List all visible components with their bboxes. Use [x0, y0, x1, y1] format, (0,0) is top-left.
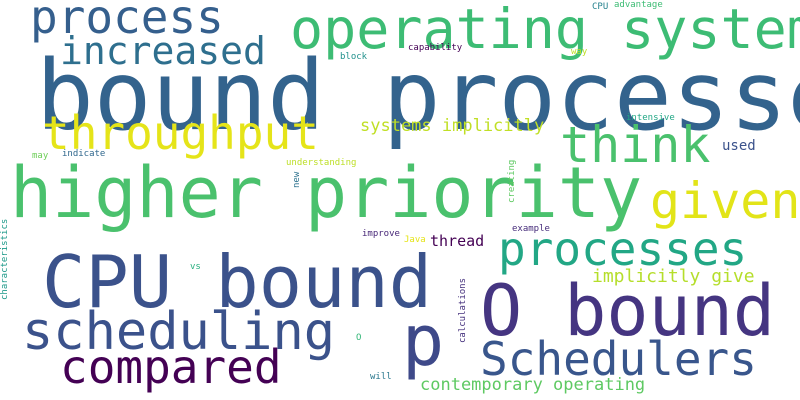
word-throughput: throughput: [42, 106, 319, 160]
word-schedulers: Schedulers: [480, 332, 757, 386]
word-given: given: [650, 172, 800, 230]
word-block: block: [340, 52, 368, 62]
word-used: used: [722, 138, 756, 154]
word-higher-priority: higher priority: [10, 152, 643, 234]
word-process: process: [30, 0, 224, 44]
word-systems-implicitly: systems implicitly: [360, 116, 545, 136]
word-will: will: [370, 372, 392, 382]
word-improve: improve: [362, 229, 400, 239]
word-contemporary-operating: contemporary operating: [420, 375, 646, 395]
word-bound-processes: bound processes: [36, 40, 800, 152]
word-cpu-bound: CPU bound: [42, 240, 433, 324]
word-advantage: advantage: [614, 0, 663, 10]
word-compared: compared: [60, 340, 282, 394]
word-way: way: [571, 47, 588, 57]
word-calculations: calculations: [458, 277, 468, 343]
word-creating: creating: [507, 159, 517, 203]
word-cpu: CPU: [592, 2, 609, 12]
word-indicate: indicate: [62, 149, 106, 159]
word-increased: increased: [60, 29, 266, 73]
word-thread: thread: [430, 232, 485, 250]
word-java: Java: [404, 235, 426, 245]
word-implicitly-give: implicitly give: [592, 266, 755, 287]
word-think: think: [560, 116, 711, 174]
word-intensive: intensive: [626, 113, 675, 123]
word-scheduling: scheduling: [22, 302, 336, 362]
word-characteristics: characteristics: [0, 218, 10, 300]
word-new: new: [292, 171, 302, 188]
word-vs: vs: [190, 262, 201, 272]
word-understanding: understanding: [286, 158, 357, 168]
word-o-bound: O bound: [480, 270, 776, 352]
word-capability: capability: [408, 43, 463, 53]
word-p: p: [402, 300, 445, 382]
word-may: may: [32, 151, 49, 161]
word-operating-system: operating system: [290, 0, 800, 61]
word-example: example: [512, 224, 550, 234]
word-o: O: [356, 333, 362, 343]
word-processes: processes: [498, 222, 748, 276]
